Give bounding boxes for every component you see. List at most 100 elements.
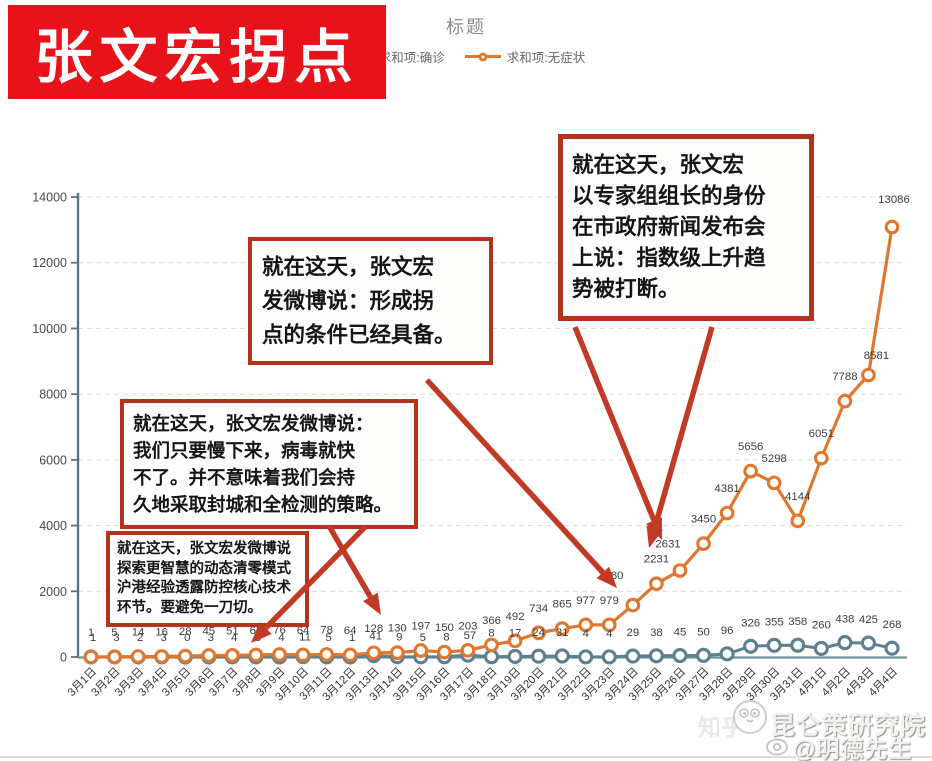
chart-legend: 求和项:确诊 求和项:无症状 [0,47,932,66]
asymptomatic-point-label: 45 [202,626,215,638]
confirmed-point-label: 4 [278,632,284,644]
asymptomatic-point-marker [177,648,193,664]
confirmed-point-label: 50 [697,626,710,638]
asymptomatic-point-marker [507,633,523,649]
confirmed-point-marker [578,649,594,665]
confirmed-point-marker [837,635,853,651]
owl-logo-icon [733,700,767,734]
confirmed-point-label: 3 [113,632,119,644]
y-axis-label: 6000 [39,453,67,467]
y-axis-label: 4000 [39,519,67,533]
confirmed-point-marker [860,635,876,651]
confirmed-point-label: 4 [606,628,612,640]
asymptomatic-point-label: 1580 [598,570,623,582]
confirmed-point-label: 17 [509,627,522,639]
annotation-weibo-mar14: 就在这天，张文宏发微博说： 我们只要慢下来，病毒就快 不了。并不意味着我们会持 … [120,399,418,529]
confirmed-point-marker [884,640,900,656]
asymptomatic-point-label: 16 [155,626,168,638]
asymptomatic-point-marker [790,513,806,529]
y-axis-label: 14000 [32,191,67,205]
confirmed-point-marker [531,648,547,664]
asymptomatic-point-marker [696,536,711,551]
confirmed-point-marker [672,647,688,664]
confirmed-point-marker [507,648,523,664]
asymptomatic-point-marker [766,475,782,491]
asymptomatic-point-marker [484,637,499,653]
confirmed-point-label: 3 [208,632,214,644]
confirmed-point-label: 31 [556,627,569,639]
y-axis-label: 8000 [39,388,67,402]
asymptomatic-point-label: 28 [179,626,192,638]
asymptomatic-point-label: 5 [111,627,117,639]
confirmed-point-label: 38 [650,627,663,639]
asymptomatic-point-marker [295,647,311,663]
confirmed-point-label: 5 [420,632,426,644]
asymptomatic-point-label: 2631 [655,539,680,551]
asymptomatic-point-marker [437,644,452,660]
asymptomatic-point-label: 7788 [832,371,857,383]
asymptomatic-point-marker [389,645,405,661]
confirmed-point-label: 4 [583,628,589,640]
confirmed-point-label: 57 [464,630,477,642]
confirmed-point-marker [743,638,759,654]
confirmed-point-label: 41 [369,631,382,643]
asymptomatic-point-label: 13086 [878,194,910,206]
asymptomatic-point-label: 979 [600,595,619,607]
confirmed-point-label: 9 [396,632,402,644]
confirmed-point-marker [719,646,735,662]
asymptomatic-point-marker [272,647,287,662]
confirmed-point-label: 260 [812,619,831,631]
confirmed-point-label: 358 [788,616,807,628]
asymptomatic-point-label: 6051 [809,428,834,440]
confirmed-point-label: 1 [90,632,96,644]
headline-banner: 张文宏拐点 [8,5,386,99]
confirmed-point-label: 8 [443,632,449,644]
asymptomatic-point-marker [837,393,853,409]
annotation-weibo-mar24: 就在这天，张文宏 发微博说：形成拐 点的条件已经具备。 [248,237,493,365]
asymptomatic-point-marker [107,649,122,665]
confirmed-point-label: 11 [299,632,311,644]
asymptomatic-point-marker [743,463,758,479]
chart-title: 标题 [446,17,486,37]
confirmed-point-marker [813,640,829,657]
asymptomatic-point-marker [319,647,334,662]
asymptomatic-point-label: 203 [458,620,477,632]
confirmed-point-label: 5 [325,632,331,644]
asymptomatic-point-marker [83,649,99,665]
asymptomatic-point-label: 492 [506,611,525,623]
asymptomatic-point-marker [554,621,570,636]
confirmed-point-marker [766,637,782,653]
y-axis-label: 12000 [32,256,67,270]
confirmed-point-label: 326 [741,617,760,629]
confirmed-point-label: 425 [859,614,878,626]
asymptomatic-point-marker [460,642,476,658]
asymptomatic-point-marker [130,649,146,664]
confirmed-point-label: 2 [137,632,143,644]
confirmed-point-marker [695,647,712,663]
asymptomatic-point-marker [649,576,664,592]
asymptomatic-point-marker [861,367,876,383]
asymptomatic-point-label: 4144 [785,491,810,503]
confirmed-point-label: 3 [161,632,167,644]
asymptomatic-point-marker [719,505,735,521]
annotation-weibo-mar8: 就在这天，张文宏发微博说 探索更智慧的动态清零模式 沪港经验透露防控核心技术 环… [106,531,309,627]
confirmed-point-label: 268 [882,619,901,631]
asymptomatic-point-marker [625,597,641,613]
asymptomatic-point-label: 51 [226,625,239,637]
asymptomatic-point-label: 3450 [691,514,716,526]
asymptomatic-point-marker [601,617,617,633]
asymptomatic-point-label: 2231 [644,554,669,566]
confirmed-point-label: 8 [488,628,494,640]
asymptomatic-point-marker [672,563,688,578]
weibo-eye-icon [766,738,788,756]
watermark-org-name: 昆仑策研究院 [770,712,927,740]
confirmed-point-label: 24 [532,627,545,639]
asymptomatic-point-label: 128 [364,623,383,635]
confirmed-point-marker [790,637,806,653]
watermark: 知乎 昆仑策研究院 @明德先生 [690,694,932,761]
asymptomatic-point-marker [578,617,594,633]
asymptomatic-point-label: 8581 [864,350,889,362]
asymptomatic-point-label: 5656 [738,441,763,453]
